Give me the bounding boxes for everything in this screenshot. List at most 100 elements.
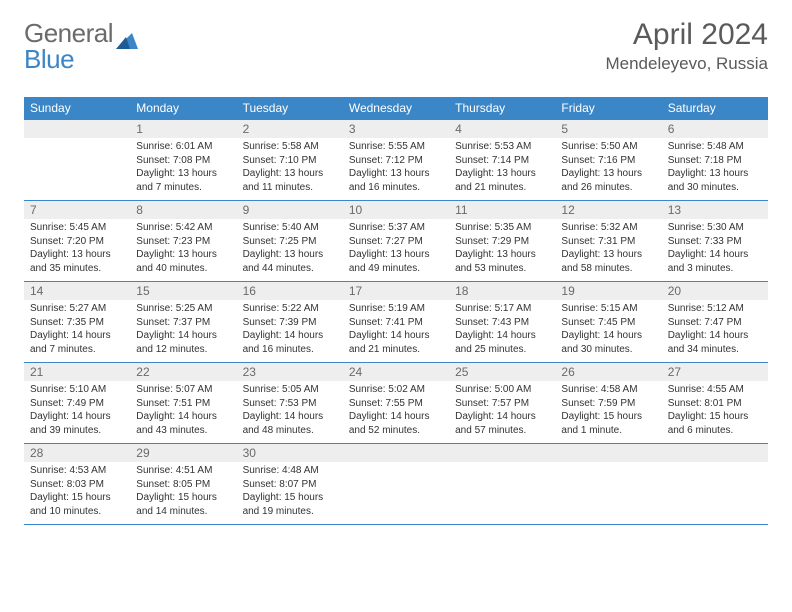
calendar-week-row: 28Sunrise: 4:53 AMSunset: 8:03 PMDayligh… (24, 444, 768, 525)
sunrise-text: Sunrise: 5:35 AM (455, 221, 549, 235)
cell-body: Sunrise: 5:12 AMSunset: 7:47 PMDaylight:… (662, 300, 768, 360)
daylight-text: Daylight: 14 hours and 48 minutes. (243, 410, 337, 437)
sunrise-text: Sunrise: 5:02 AM (349, 383, 443, 397)
day-number (449, 444, 555, 462)
cell-body: Sunrise: 4:48 AMSunset: 8:07 PMDaylight:… (237, 462, 343, 522)
brand-part2: Blue (24, 44, 74, 75)
cell-body: Sunrise: 4:53 AMSunset: 8:03 PMDaylight:… (24, 462, 130, 522)
calendar-header-row: SundayMondayTuesdayWednesdayThursdayFrid… (24, 97, 768, 120)
sunrise-text: Sunrise: 5:12 AM (668, 302, 762, 316)
day-number: 26 (555, 363, 661, 381)
day-number: 18 (449, 282, 555, 300)
calendar-cell: 10Sunrise: 5:37 AMSunset: 7:27 PMDayligh… (343, 201, 449, 282)
day-number: 24 (343, 363, 449, 381)
cell-body: Sunrise: 5:27 AMSunset: 7:35 PMDaylight:… (24, 300, 130, 360)
sunset-text: Sunset: 7:35 PM (30, 316, 124, 330)
sunrise-text: Sunrise: 5:00 AM (455, 383, 549, 397)
sunset-text: Sunset: 7:41 PM (349, 316, 443, 330)
day-number: 9 (237, 201, 343, 219)
calendar-cell (343, 444, 449, 525)
sunset-text: Sunset: 8:03 PM (30, 478, 124, 492)
cell-body: Sunrise: 5:55 AMSunset: 7:12 PMDaylight:… (343, 138, 449, 198)
sunrise-text: Sunrise: 5:17 AM (455, 302, 549, 316)
dow-header: Thursday (449, 97, 555, 120)
daylight-text: Daylight: 14 hours and 21 minutes. (349, 329, 443, 356)
sunset-text: Sunset: 7:12 PM (349, 154, 443, 168)
day-number: 11 (449, 201, 555, 219)
day-number: 19 (555, 282, 661, 300)
title-block: April 2024 Mendeleyevo, Russia (605, 18, 768, 74)
calendar-cell: 18Sunrise: 5:17 AMSunset: 7:43 PMDayligh… (449, 282, 555, 363)
cell-body: Sunrise: 5:07 AMSunset: 7:51 PMDaylight:… (130, 381, 236, 441)
daylight-text: Daylight: 15 hours and 14 minutes. (136, 491, 230, 518)
calendar-week-row: 14Sunrise: 5:27 AMSunset: 7:35 PMDayligh… (24, 282, 768, 363)
cell-body: Sunrise: 5:35 AMSunset: 7:29 PMDaylight:… (449, 219, 555, 279)
sunset-text: Sunset: 7:16 PM (561, 154, 655, 168)
calendar-cell: 30Sunrise: 4:48 AMSunset: 8:07 PMDayligh… (237, 444, 343, 525)
sunset-text: Sunset: 7:39 PM (243, 316, 337, 330)
cell-body: Sunrise: 5:19 AMSunset: 7:41 PMDaylight:… (343, 300, 449, 360)
day-number (24, 120, 130, 138)
cell-body: Sunrise: 5:00 AMSunset: 7:57 PMDaylight:… (449, 381, 555, 441)
sunset-text: Sunset: 7:51 PM (136, 397, 230, 411)
calendar-cell: 29Sunrise: 4:51 AMSunset: 8:05 PMDayligh… (130, 444, 236, 525)
calendar-cell: 2Sunrise: 5:58 AMSunset: 7:10 PMDaylight… (237, 120, 343, 201)
cell-body: Sunrise: 5:48 AMSunset: 7:18 PMDaylight:… (662, 138, 768, 198)
calendar-cell: 14Sunrise: 5:27 AMSunset: 7:35 PMDayligh… (24, 282, 130, 363)
sunset-text: Sunset: 7:23 PM (136, 235, 230, 249)
daylight-text: Daylight: 13 hours and 7 minutes. (136, 167, 230, 194)
calendar-cell: 3Sunrise: 5:55 AMSunset: 7:12 PMDaylight… (343, 120, 449, 201)
cell-body: Sunrise: 4:51 AMSunset: 8:05 PMDaylight:… (130, 462, 236, 522)
sunset-text: Sunset: 7:25 PM (243, 235, 337, 249)
sunrise-text: Sunrise: 5:50 AM (561, 140, 655, 154)
day-number: 23 (237, 363, 343, 381)
sunrise-text: Sunrise: 5:30 AM (668, 221, 762, 235)
daylight-text: Daylight: 14 hours and 16 minutes. (243, 329, 337, 356)
sunrise-text: Sunrise: 5:19 AM (349, 302, 443, 316)
day-number: 7 (24, 201, 130, 219)
sunrise-text: Sunrise: 5:15 AM (561, 302, 655, 316)
sunset-text: Sunset: 7:49 PM (30, 397, 124, 411)
sunset-text: Sunset: 8:07 PM (243, 478, 337, 492)
calendar-cell (449, 444, 555, 525)
dow-header: Saturday (662, 97, 768, 120)
cell-body: Sunrise: 5:25 AMSunset: 7:37 PMDaylight:… (130, 300, 236, 360)
calendar-cell: 24Sunrise: 5:02 AMSunset: 7:55 PMDayligh… (343, 363, 449, 444)
daylight-text: Daylight: 13 hours and 30 minutes. (668, 167, 762, 194)
sunrise-text: Sunrise: 5:07 AM (136, 383, 230, 397)
brand-icon (116, 25, 138, 43)
cell-body: Sunrise: 5:40 AMSunset: 7:25 PMDaylight:… (237, 219, 343, 279)
dow-header: Monday (130, 97, 236, 120)
day-number: 8 (130, 201, 236, 219)
calendar-cell: 7Sunrise: 5:45 AMSunset: 7:20 PMDaylight… (24, 201, 130, 282)
calendar-cell (555, 444, 661, 525)
day-number (662, 444, 768, 462)
calendar-week-row: 21Sunrise: 5:10 AMSunset: 7:49 PMDayligh… (24, 363, 768, 444)
day-number: 17 (343, 282, 449, 300)
daylight-text: Daylight: 14 hours and 12 minutes. (136, 329, 230, 356)
location-label: Mendeleyevo, Russia (605, 54, 768, 74)
calendar-cell: 11Sunrise: 5:35 AMSunset: 7:29 PMDayligh… (449, 201, 555, 282)
sunset-text: Sunset: 7:29 PM (455, 235, 549, 249)
sunrise-text: Sunrise: 4:58 AM (561, 383, 655, 397)
cell-body: Sunrise: 5:58 AMSunset: 7:10 PMDaylight:… (237, 138, 343, 198)
dow-header: Tuesday (237, 97, 343, 120)
sunrise-text: Sunrise: 4:55 AM (668, 383, 762, 397)
cell-body: Sunrise: 5:22 AMSunset: 7:39 PMDaylight:… (237, 300, 343, 360)
sunset-text: Sunset: 7:20 PM (30, 235, 124, 249)
sunrise-text: Sunrise: 5:37 AM (349, 221, 443, 235)
cell-body: Sunrise: 5:30 AMSunset: 7:33 PMDaylight:… (662, 219, 768, 279)
sunrise-text: Sunrise: 5:45 AM (30, 221, 124, 235)
daylight-text: Daylight: 14 hours and 39 minutes. (30, 410, 124, 437)
calendar-cell: 20Sunrise: 5:12 AMSunset: 7:47 PMDayligh… (662, 282, 768, 363)
day-number: 5 (555, 120, 661, 138)
daylight-text: Daylight: 15 hours and 19 minutes. (243, 491, 337, 518)
dow-header: Sunday (24, 97, 130, 120)
daylight-text: Daylight: 14 hours and 3 minutes. (668, 248, 762, 275)
cell-body: Sunrise: 6:01 AMSunset: 7:08 PMDaylight:… (130, 138, 236, 198)
calendar-cell: 16Sunrise: 5:22 AMSunset: 7:39 PMDayligh… (237, 282, 343, 363)
sunrise-text: Sunrise: 5:32 AM (561, 221, 655, 235)
calendar-cell: 28Sunrise: 4:53 AMSunset: 8:03 PMDayligh… (24, 444, 130, 525)
daylight-text: Daylight: 14 hours and 25 minutes. (455, 329, 549, 356)
daylight-text: Daylight: 13 hours and 53 minutes. (455, 248, 549, 275)
